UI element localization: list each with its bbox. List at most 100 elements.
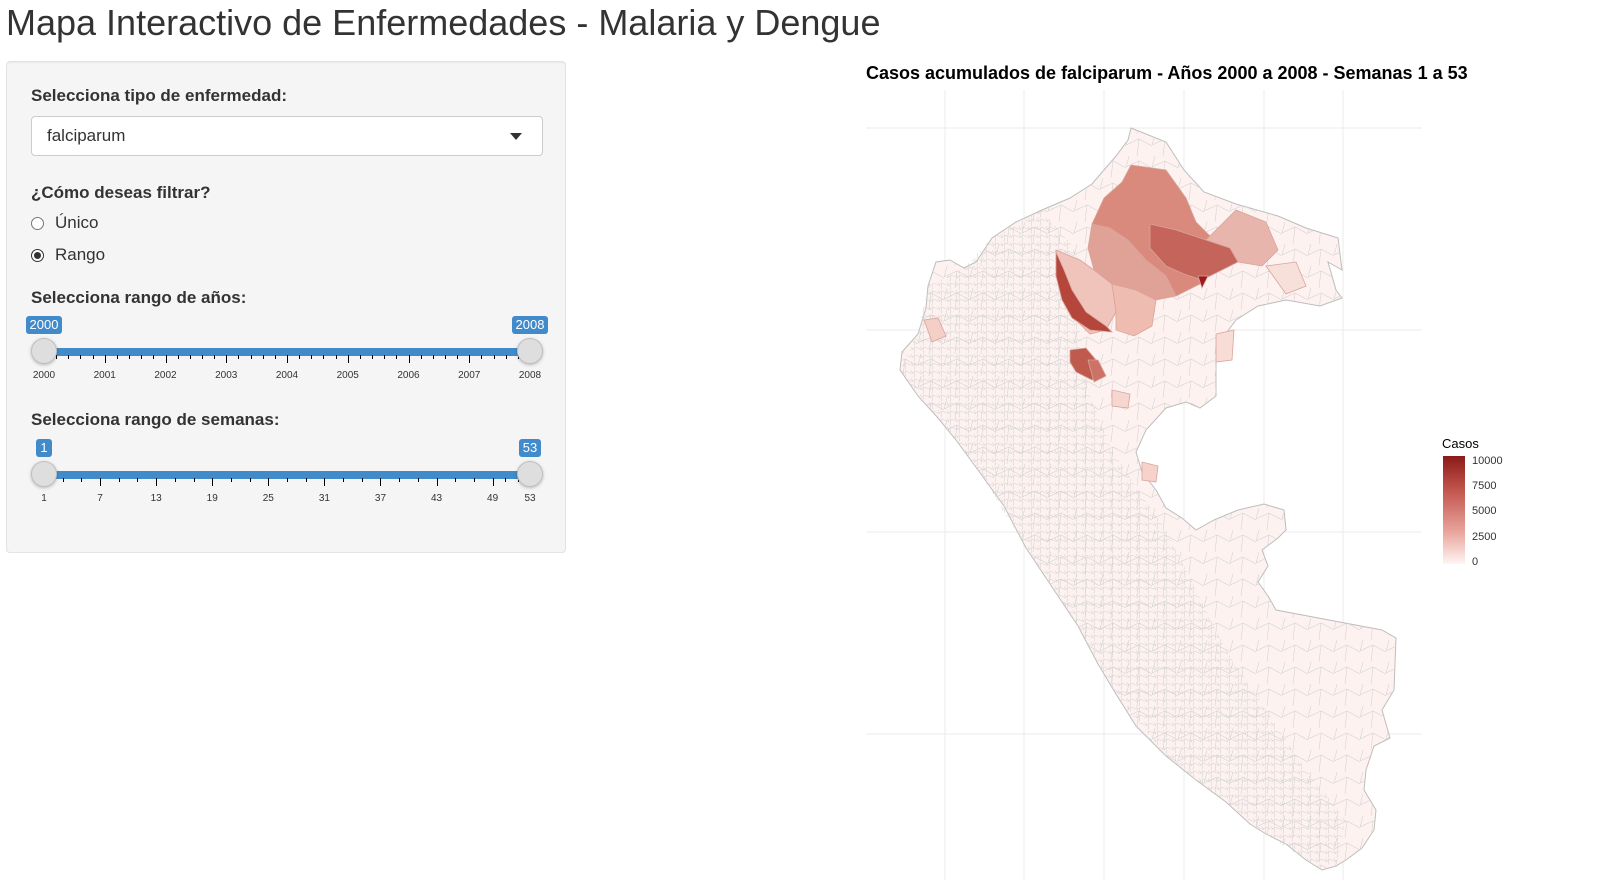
years-range-slider[interactable]: 2000 2001 2002 2003 2004 2005 2006 2007 2008 2000… — [25, 316, 549, 394]
weeks-to-value: 53 — [518, 439, 542, 457]
years-tick-label: 2008 — [518, 370, 542, 381]
years-tick — [469, 355, 471, 363]
years-minor-tick — [323, 355, 325, 359]
years-to-handle[interactable] — [517, 338, 543, 364]
weeks-tick-label: 19 — [206, 493, 218, 504]
weeks-tick-label: 43 — [430, 493, 443, 504]
years-minor-tick — [153, 355, 155, 359]
years-minor-tick — [80, 355, 82, 359]
years-minor-tick — [311, 355, 313, 359]
years-minor-tick — [177, 355, 179, 359]
years-minor-tick — [359, 355, 361, 359]
chevron-down-icon — [510, 133, 522, 140]
years-minor-tick — [68, 355, 70, 359]
app-title: Mapa Interactivo de Enfermedades - Malar… — [6, 2, 881, 43]
years-tick-label: 2004 — [275, 370, 299, 381]
years-minor-tick — [189, 355, 191, 359]
years-tick-label: 2000 — [32, 370, 56, 381]
legend-label-7500: 7500 — [1472, 480, 1497, 492]
weeks-tick-label: 13 — [150, 493, 162, 504]
weeks-minor-tick — [399, 478, 401, 482]
years-minor-tick — [396, 355, 398, 359]
legend-title: Casos — [1442, 436, 1479, 451]
years-minor-tick — [141, 355, 143, 359]
radio-unico-label: Único — [55, 213, 99, 232]
sidebar-panel: Selecciona tipo de enfermedad: falciparu… — [6, 61, 566, 553]
years-minor-tick — [335, 355, 337, 359]
weeks-minor-tick — [361, 478, 363, 482]
legend-label-2500: 2500 — [1472, 531, 1497, 543]
radio-rango-label: Rango — [55, 245, 106, 264]
years-tick — [104, 355, 106, 363]
weeks-minor-tick — [230, 478, 232, 482]
legend-label-10000: 10000 — [1472, 455, 1503, 467]
years-slider-bar[interactable] — [44, 348, 530, 356]
years-minor-tick — [372, 355, 374, 359]
weeks-to-handle[interactable] — [517, 461, 543, 487]
disease-select[interactable]: falciparum — [31, 116, 543, 156]
weeks-tick — [156, 478, 158, 486]
years-minor-tick — [214, 355, 216, 359]
years-tick-label: 2006 — [397, 370, 420, 381]
years-minor-tick — [457, 355, 459, 359]
weeks-minor-tick — [455, 478, 457, 482]
map-legend: Casos 10000 7500 5000 2500 0 — [1442, 436, 1503, 568]
weeks-label: Selecciona rango de semanas: — [31, 410, 280, 429]
filter-label: ¿Cómo deseas filtrar? — [31, 183, 211, 202]
weeks-minor-tick — [174, 478, 176, 482]
years-minor-tick — [250, 355, 252, 359]
weeks-minor-tick — [193, 478, 195, 482]
weeks-tick — [380, 478, 382, 486]
radio-circle-icon — [31, 249, 44, 262]
years-from-handle[interactable] — [31, 338, 57, 364]
weeks-tick-label: 7 — [97, 493, 103, 504]
legend-color-bar — [1443, 456, 1465, 564]
map-panel — [866, 90, 1426, 885]
years-minor-tick — [481, 355, 483, 359]
years-minor-tick — [274, 355, 276, 359]
weeks-tick — [324, 478, 326, 486]
years-minor-tick — [432, 355, 434, 359]
weeks-minor-tick — [473, 478, 475, 482]
years-label: Selecciona rango de años: — [31, 288, 247, 307]
weeks-tick-label: 31 — [318, 493, 330, 504]
weeks-minor-tick — [118, 478, 120, 482]
years-minor-tick — [505, 355, 507, 359]
years-tick-label: 2007 — [458, 370, 481, 381]
weeks-tick-label: 25 — [262, 493, 274, 504]
years-minor-tick — [129, 355, 131, 359]
years-minor-tick — [444, 355, 446, 359]
years-tick — [165, 355, 167, 363]
years-minor-tick — [92, 355, 94, 359]
weeks-from-handle[interactable] — [31, 461, 57, 487]
years-from-value: 2000 — [25, 316, 63, 334]
weeks-minor-tick — [417, 478, 419, 482]
high-incidence-regions — [923, 164, 1307, 483]
weeks-minor-tick — [249, 478, 251, 482]
disease-label: Selecciona tipo de enfermedad: — [31, 86, 288, 105]
weeks-tick — [436, 478, 438, 486]
legend-label-5000: 5000 — [1472, 505, 1497, 517]
weeks-range-slider[interactable]: 1 7 13 19 25 31 37 43 49 53 1 53 — [31, 439, 543, 517]
weeks-slider-bar[interactable] — [44, 471, 530, 479]
weeks-tick — [492, 478, 494, 486]
years-tick — [226, 355, 228, 363]
years-tick — [347, 355, 349, 363]
weeks-tick-label: 37 — [374, 493, 387, 504]
weeks-minor-tick — [505, 478, 507, 482]
years-minor-tick — [493, 355, 495, 359]
map-title: Casos acumulados de falciparum - Años 20… — [866, 63, 1468, 83]
weeks-tick-label: 53 — [524, 493, 536, 504]
weeks-minor-tick — [287, 478, 288, 482]
years-minor-tick — [384, 355, 386, 359]
years-tick-label: 2005 — [336, 370, 359, 381]
years-minor-tick — [201, 355, 203, 359]
years-tick — [287, 355, 288, 363]
peru-choropleth-map — [866, 90, 1422, 880]
weeks-minor-tick — [343, 478, 345, 482]
coastal-district-borders — [900, 210, 1346, 866]
radio-circle-icon — [31, 217, 44, 230]
weeks-minor-tick — [137, 478, 139, 482]
years-minor-tick — [238, 355, 240, 359]
years-tick-label: 2003 — [215, 370, 238, 381]
